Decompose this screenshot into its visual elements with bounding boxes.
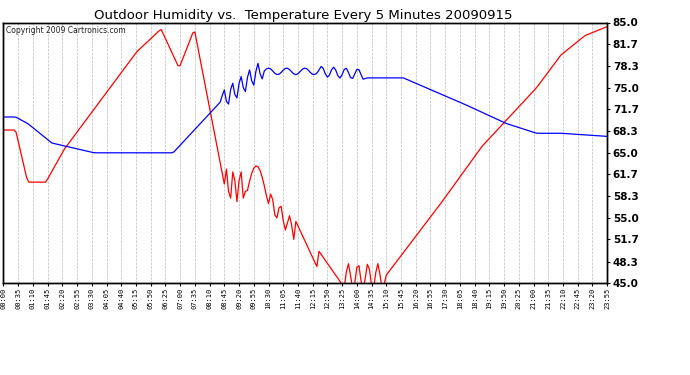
- Text: Copyright 2009 Cartronics.com: Copyright 2009 Cartronics.com: [6, 26, 126, 35]
- Text: Outdoor Humidity vs.  Temperature Every 5 Minutes 20090915: Outdoor Humidity vs. Temperature Every 5…: [95, 9, 513, 22]
